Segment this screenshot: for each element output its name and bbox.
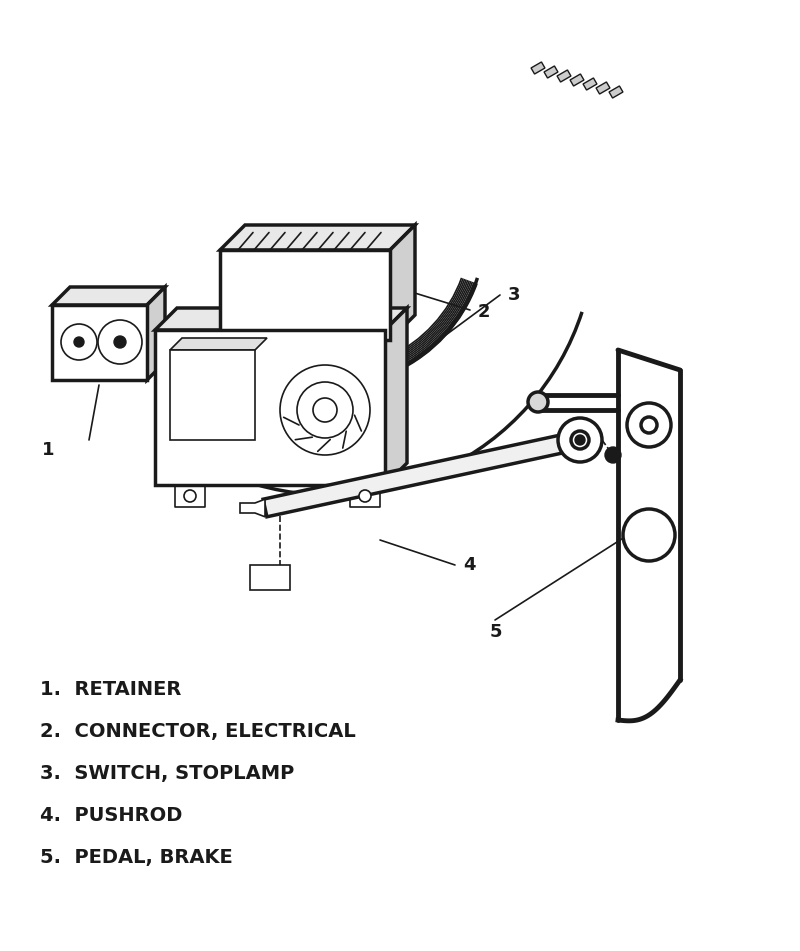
Bar — [155, 330, 385, 485]
Text: 2: 2 — [478, 303, 490, 321]
Text: 1.  RETAINER: 1. RETAINER — [40, 680, 182, 699]
Circle shape — [313, 398, 337, 422]
Bar — [220, 250, 390, 340]
Polygon shape — [147, 287, 165, 380]
Polygon shape — [390, 225, 415, 340]
Circle shape — [528, 392, 548, 412]
Bar — [170, 350, 255, 440]
Circle shape — [558, 418, 602, 462]
Polygon shape — [263, 431, 582, 516]
Polygon shape — [609, 86, 623, 98]
Circle shape — [280, 365, 370, 455]
Circle shape — [359, 490, 371, 502]
Polygon shape — [544, 66, 558, 78]
Circle shape — [641, 417, 657, 433]
Polygon shape — [557, 70, 571, 82]
Circle shape — [575, 435, 585, 445]
Text: 1: 1 — [42, 441, 54, 459]
Polygon shape — [240, 499, 265, 516]
Text: 5: 5 — [490, 623, 502, 641]
Circle shape — [184, 490, 196, 502]
Text: 3.  SWITCH, STOPLAMP: 3. SWITCH, STOPLAMP — [40, 764, 294, 783]
Bar — [52, 305, 147, 380]
Text: 5.  PEDAL, BRAKE: 5. PEDAL, BRAKE — [40, 848, 233, 867]
Circle shape — [571, 431, 589, 449]
Text: 4: 4 — [463, 556, 475, 574]
Circle shape — [623, 509, 675, 561]
Polygon shape — [52, 287, 165, 305]
Polygon shape — [596, 82, 610, 94]
Circle shape — [605, 447, 621, 463]
Polygon shape — [583, 78, 597, 90]
Polygon shape — [220, 225, 415, 250]
Text: 4.  PUSHROD: 4. PUSHROD — [40, 806, 182, 825]
Circle shape — [297, 382, 353, 438]
Text: 3: 3 — [508, 286, 521, 304]
Circle shape — [98, 320, 142, 364]
Circle shape — [627, 403, 671, 447]
Circle shape — [61, 324, 97, 360]
Circle shape — [114, 336, 126, 348]
Polygon shape — [570, 74, 584, 86]
Text: 2.  CONNECTOR, ELECTRICAL: 2. CONNECTOR, ELECTRICAL — [40, 722, 356, 741]
Circle shape — [74, 337, 84, 347]
Polygon shape — [155, 308, 407, 330]
Polygon shape — [170, 338, 267, 350]
Polygon shape — [531, 62, 545, 74]
Bar — [250, 565, 290, 590]
Polygon shape — [385, 308, 407, 485]
